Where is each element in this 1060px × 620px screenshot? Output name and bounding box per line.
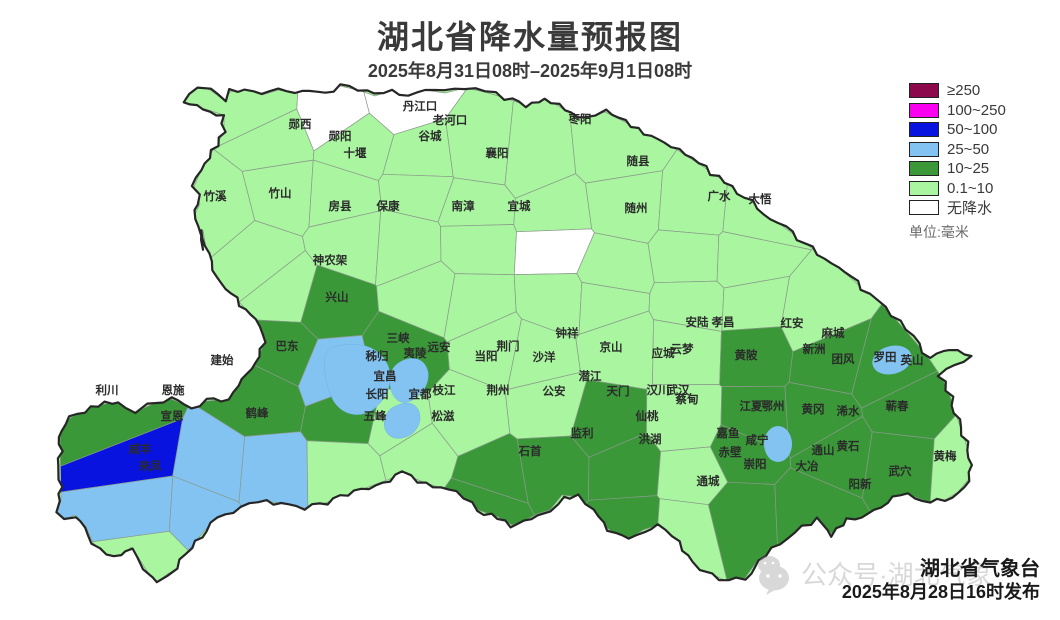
svg-text:崇阳: 崇阳: [744, 457, 767, 471]
svg-text:红安: 红安: [781, 316, 804, 330]
svg-text:钟祥: 钟祥: [556, 326, 579, 340]
svg-text:宜昌: 宜昌: [374, 369, 397, 383]
svg-text:英山: 英山: [900, 353, 924, 367]
svg-text:石首: 石首: [518, 444, 542, 458]
svg-text:宜都: 宜都: [409, 387, 432, 401]
svg-text:武穴: 武穴: [889, 464, 912, 478]
svg-text:仙桃: 仙桃: [636, 409, 659, 423]
svg-text:十堰: 十堰: [344, 146, 367, 160]
svg-text:三峡: 三峡: [387, 331, 410, 345]
svg-text:当阳: 当阳: [475, 349, 498, 363]
svg-text:保康: 保康: [376, 199, 400, 213]
svg-text:鹤峰: 鹤峰: [246, 406, 269, 420]
svg-text:黄石: 黄石: [837, 439, 860, 453]
svg-text:恩施: 恩施: [162, 383, 185, 397]
svg-text:公安: 公安: [543, 384, 566, 398]
svg-text:丹江口: 丹江口: [403, 99, 438, 113]
svg-text:房县: 房县: [329, 199, 352, 213]
svg-text:黄陂: 黄陂: [735, 348, 758, 362]
svg-text:荆州: 荆州: [487, 383, 510, 397]
svg-text:巴东: 巴东: [276, 339, 299, 353]
svg-text:通山: 通山: [812, 443, 835, 457]
svg-text:蔡甸: 蔡甸: [675, 392, 699, 406]
svg-text:宜城: 宜城: [508, 199, 531, 213]
svg-text:竹溪: 竹溪: [203, 189, 227, 203]
svg-text:鄂州: 鄂州: [762, 399, 785, 413]
svg-text:云梦: 云梦: [671, 342, 694, 356]
svg-text:黄梅: 黄梅: [934, 449, 957, 463]
svg-text:沙洋: 沙洋: [533, 350, 556, 364]
svg-text:枝江: 枝江: [432, 383, 456, 397]
svg-text:竹山: 竹山: [268, 186, 292, 200]
svg-text:谷城: 谷城: [419, 129, 442, 143]
svg-text:赤壁: 赤壁: [719, 445, 742, 459]
svg-text:嘉鱼: 嘉鱼: [716, 426, 740, 440]
svg-text:建始: 建始: [211, 353, 234, 367]
svg-text:随州: 随州: [625, 201, 648, 215]
svg-text:江夏: 江夏: [740, 399, 763, 413]
svg-text:南漳: 南漳: [452, 199, 475, 213]
svg-text:神农架: 神农架: [313, 253, 348, 267]
svg-text:大悟: 大悟: [749, 192, 772, 206]
svg-text:广水: 广水: [708, 189, 731, 203]
svg-text:荆门: 荆门: [497, 339, 520, 353]
svg-text:襄阳: 襄阳: [485, 146, 509, 160]
svg-text:潜江: 潜江: [579, 369, 602, 383]
svg-text:利川: 利川: [95, 383, 119, 397]
svg-text:郧阳: 郧阳: [328, 129, 352, 143]
svg-text:长阳: 长阳: [366, 387, 389, 401]
svg-text:远安: 远安: [428, 340, 451, 354]
svg-text:麻城: 麻城: [821, 326, 845, 340]
svg-text:京山: 京山: [600, 340, 623, 354]
svg-text:孝昌: 孝昌: [711, 315, 735, 329]
svg-text:来凤: 来凤: [138, 459, 162, 473]
svg-text:安陆: 安陆: [686, 315, 709, 329]
svg-text:五峰: 五峰: [364, 409, 387, 423]
svg-text:枣阳: 枣阳: [568, 112, 592, 126]
svg-text:松滋: 松滋: [432, 409, 455, 423]
svg-text:宣恩: 宣恩: [161, 409, 184, 423]
svg-text:洪湖: 洪湖: [639, 432, 662, 446]
svg-text:夷陵: 夷陵: [403, 346, 427, 360]
svg-text:随县: 随县: [627, 154, 650, 168]
svg-text:罗田: 罗田: [874, 351, 897, 364]
svg-text:老河口: 老河口: [432, 113, 468, 127]
svg-text:大冶: 大冶: [796, 459, 819, 473]
svg-text:通城: 通城: [697, 474, 720, 488]
svg-text:新洲: 新洲: [803, 342, 826, 356]
svg-text:阳新: 阳新: [849, 477, 872, 491]
svg-text:天门: 天门: [607, 384, 630, 398]
svg-text:浠水: 浠水: [837, 404, 860, 418]
svg-text:兴山: 兴山: [326, 290, 349, 304]
svg-text:秭归: 秭归: [366, 349, 389, 363]
svg-text:黄冈: 黄冈: [802, 402, 825, 416]
svg-text:咸丰: 咸丰: [129, 442, 152, 456]
svg-text:团风: 团风: [832, 352, 855, 366]
svg-text:咸宁: 咸宁: [746, 433, 769, 447]
svg-text:郧西: 郧西: [288, 118, 312, 131]
svg-text:监利: 监利: [571, 426, 594, 440]
svg-text:蕲春: 蕲春: [886, 399, 909, 413]
